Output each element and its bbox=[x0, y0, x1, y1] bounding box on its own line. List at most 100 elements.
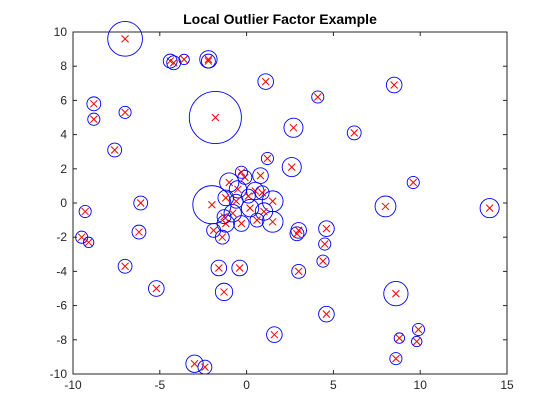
y-tick-label: 8 bbox=[60, 59, 67, 73]
x-marker bbox=[268, 197, 277, 206]
x-marker bbox=[319, 257, 327, 265]
x-marker-stroke bbox=[201, 363, 209, 372]
x-marker-stroke bbox=[225, 178, 234, 187]
lof-score-circle bbox=[107, 21, 143, 57]
data-point bbox=[346, 125, 362, 141]
x-marker-stroke bbox=[152, 284, 161, 293]
x-marker-stroke bbox=[392, 354, 400, 363]
x-marker bbox=[237, 168, 246, 177]
data-point bbox=[249, 212, 265, 228]
data-point bbox=[201, 53, 216, 69]
x-marker-stroke bbox=[258, 188, 267, 197]
x-marker-stroke bbox=[110, 146, 119, 154]
lof-score-circle bbox=[281, 157, 302, 178]
x-marker bbox=[235, 264, 244, 272]
lof-score-circle bbox=[406, 175, 420, 190]
x-marker bbox=[89, 115, 98, 124]
data-point bbox=[479, 198, 500, 219]
x-marker bbox=[220, 288, 228, 296]
y-tick-label: -8 bbox=[56, 333, 67, 347]
y-tick-label: -10 bbox=[50, 367, 68, 381]
lof-score-circle bbox=[411, 323, 425, 337]
data-point bbox=[389, 352, 403, 366]
x-marker-stroke bbox=[256, 171, 265, 180]
data-point bbox=[254, 185, 270, 201]
x-marker bbox=[201, 363, 209, 372]
lof-score-circle bbox=[316, 254, 330, 268]
y-tick-label: -6 bbox=[56, 299, 67, 313]
x-marker-stroke bbox=[81, 207, 90, 216]
lof-score-circle bbox=[291, 264, 307, 279]
x-marker-stroke bbox=[237, 168, 246, 177]
x-marker bbox=[81, 207, 90, 216]
x-marker bbox=[412, 337, 421, 346]
x-marker-stroke bbox=[260, 207, 268, 216]
lof-score-circle bbox=[318, 305, 335, 323]
y-tick-label: 4 bbox=[60, 128, 67, 142]
x-marker-stroke bbox=[220, 212, 228, 221]
x-marker-stroke bbox=[392, 289, 400, 298]
lof-score-circle bbox=[234, 165, 248, 179]
x-marker-stroke bbox=[190, 359, 199, 368]
data-point bbox=[240, 188, 256, 204]
lof-score-circle bbox=[260, 152, 274, 166]
x-marker-stroke bbox=[237, 219, 246, 228]
lof-score-circle bbox=[240, 188, 256, 204]
x-marker bbox=[228, 209, 237, 218]
y-tick-label: -4 bbox=[56, 264, 67, 278]
data-point bbox=[383, 281, 409, 307]
x-marker bbox=[221, 194, 230, 202]
lof-score-circle bbox=[231, 259, 248, 277]
lof-score-circle bbox=[479, 198, 500, 219]
x-marker bbox=[204, 55, 213, 64]
y-tick-label: 0 bbox=[60, 196, 67, 210]
lof-score-circle bbox=[318, 237, 332, 251]
lof-score-circle bbox=[148, 280, 165, 297]
x-marker bbox=[84, 238, 93, 247]
x-marker-stroke bbox=[270, 330, 279, 339]
lof-score-circle bbox=[289, 226, 305, 242]
x-marker-stroke bbox=[319, 257, 327, 265]
x-marker bbox=[89, 99, 98, 108]
x-tick-label: -10 bbox=[64, 378, 82, 392]
data-point bbox=[148, 280, 165, 297]
x-marker-stroke bbox=[214, 264, 223, 272]
x-marker-stroke bbox=[246, 204, 254, 212]
x-marker bbox=[289, 123, 298, 132]
x-marker-stroke bbox=[121, 34, 129, 43]
x-marker-stroke bbox=[136, 199, 145, 207]
data-point bbox=[385, 76, 403, 94]
x-marker bbox=[135, 228, 143, 236]
x-marker bbox=[322, 224, 331, 233]
x-marker bbox=[211, 113, 220, 122]
data-point bbox=[289, 226, 305, 242]
x-marker bbox=[121, 108, 129, 117]
data-point bbox=[252, 167, 269, 184]
x-marker-stroke bbox=[166, 57, 175, 65]
x-marker-stroke bbox=[294, 267, 303, 276]
x-marker bbox=[293, 229, 301, 238]
x-marker-stroke bbox=[313, 93, 322, 101]
x-marker-stroke bbox=[84, 238, 93, 247]
x-marker-stroke bbox=[208, 200, 216, 209]
lof-score-circle bbox=[87, 112, 101, 126]
x-marker bbox=[268, 217, 277, 226]
x-marker bbox=[261, 77, 270, 86]
x-marker bbox=[392, 354, 400, 363]
x-marker-stroke bbox=[381, 202, 390, 211]
data-point bbox=[266, 326, 283, 343]
x-marker bbox=[287, 163, 296, 171]
lof-score-circle bbox=[201, 53, 216, 69]
x-marker bbox=[256, 171, 265, 180]
x-marker bbox=[392, 289, 400, 298]
x-marker-stroke bbox=[204, 57, 213, 65]
x-marker bbox=[263, 154, 272, 163]
data-point bbox=[231, 259, 248, 277]
data-point bbox=[393, 332, 406, 344]
x-marker-stroke bbox=[390, 81, 399, 89]
x-marker-stroke bbox=[293, 229, 301, 238]
x-marker bbox=[409, 178, 418, 187]
x-marker bbox=[204, 57, 213, 65]
y-tick-label: 10 bbox=[54, 25, 68, 39]
